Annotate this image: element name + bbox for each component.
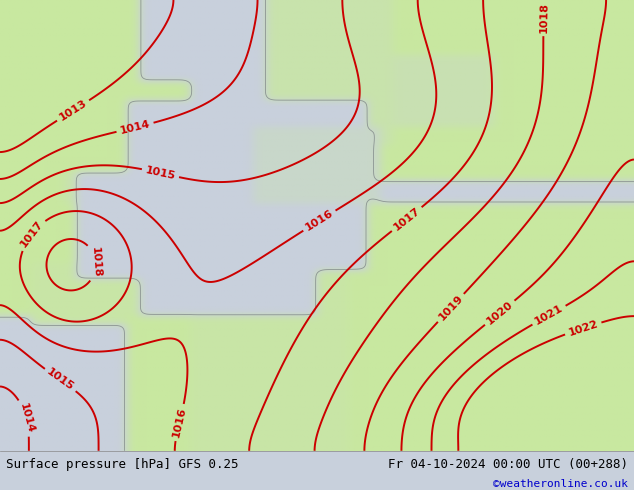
- Text: 1018: 1018: [538, 1, 549, 33]
- Text: 1014: 1014: [17, 401, 35, 434]
- Text: 1019: 1019: [437, 293, 465, 322]
- Text: 1014: 1014: [119, 119, 152, 136]
- Text: 1017: 1017: [18, 219, 45, 250]
- Text: 1016: 1016: [171, 406, 188, 439]
- Text: 1016: 1016: [304, 208, 335, 233]
- Text: Surface pressure [hPa] GFS 0.25: Surface pressure [hPa] GFS 0.25: [6, 458, 239, 471]
- Text: 1021: 1021: [533, 303, 565, 327]
- Text: Fr 04-10-2024 00:00 UTC (00+288): Fr 04-10-2024 00:00 UTC (00+288): [387, 458, 628, 471]
- Text: 1020: 1020: [484, 299, 515, 326]
- Text: 1018: 1018: [89, 247, 101, 278]
- Text: 1022: 1022: [567, 318, 599, 338]
- Text: 1015: 1015: [45, 367, 76, 393]
- Text: 1015: 1015: [145, 165, 177, 181]
- Text: 1017: 1017: [392, 206, 422, 233]
- Text: 1013: 1013: [58, 98, 89, 123]
- Text: ©weatheronline.co.uk: ©weatheronline.co.uk: [493, 479, 628, 489]
